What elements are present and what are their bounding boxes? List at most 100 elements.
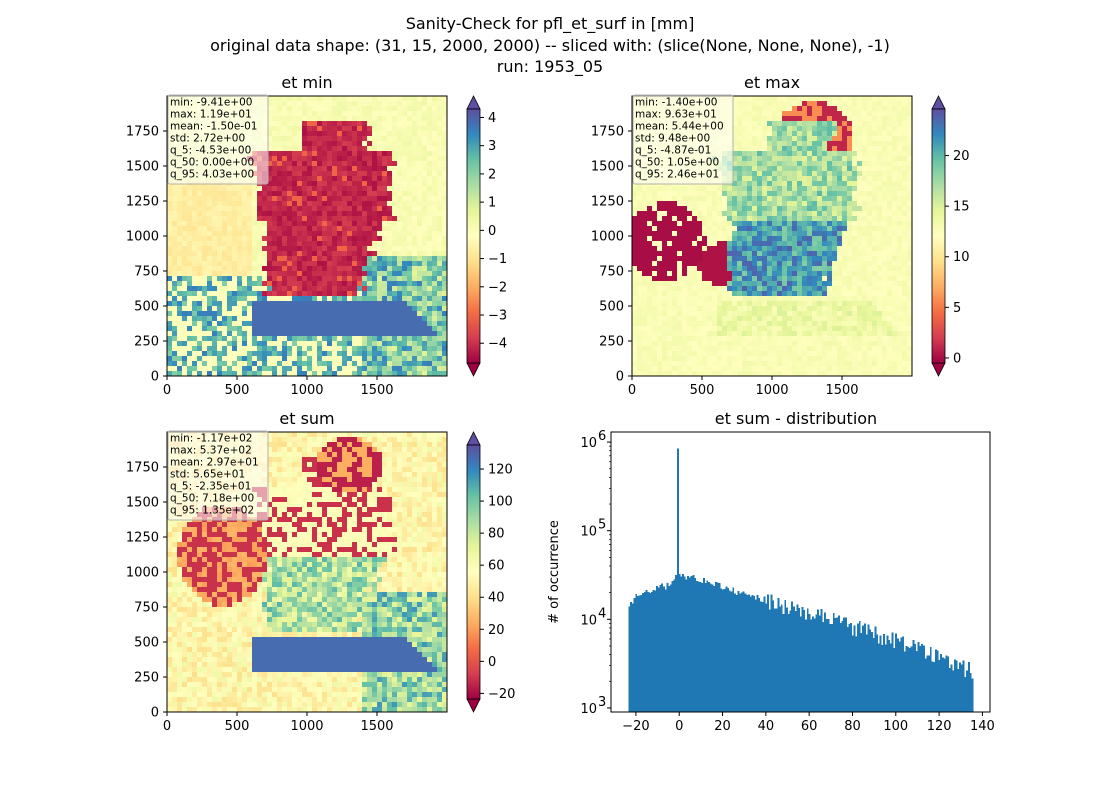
heatmap-cell	[692, 226, 698, 232]
heatmap-cell	[417, 116, 423, 122]
heatmap-cell	[762, 196, 768, 202]
heatmap-cell	[167, 346, 173, 352]
heatmap-cell	[177, 291, 183, 297]
heatmap-cell	[247, 321, 253, 327]
heatmap-cell	[292, 316, 298, 322]
heatmap-cell	[327, 161, 333, 167]
heatmap-cell	[302, 231, 308, 237]
heatmap-cell	[442, 146, 448, 152]
heatmap-cell	[327, 236, 333, 242]
heatmap-cell	[642, 276, 648, 282]
heatmap-cell	[722, 191, 728, 197]
heatmap-cell	[292, 126, 298, 132]
heatmap-cell	[247, 301, 253, 307]
heatmap-cell	[267, 276, 273, 282]
heatmap-cell	[742, 266, 748, 272]
heatmap-cell	[762, 241, 768, 247]
heatmap-cell	[192, 211, 198, 217]
heatmap-cell	[307, 236, 313, 242]
heatmap-cell	[182, 186, 188, 192]
heatmap-cell	[202, 351, 208, 357]
heatmap-cell	[737, 301, 743, 307]
heatmap-cell	[402, 371, 408, 377]
heatmap-cell	[637, 256, 643, 262]
heatmap-cell	[737, 276, 743, 282]
heatmap-cell	[367, 241, 373, 247]
heatmap-cell	[172, 196, 178, 202]
heatmap-cell	[202, 256, 208, 262]
heatmap-cell	[642, 341, 648, 347]
heatmap-cell	[757, 181, 763, 187]
heatmap-cell	[772, 336, 778, 342]
heatmap-cell	[372, 201, 378, 207]
heatmap-cell	[742, 111, 748, 117]
heatmap-cell	[637, 326, 643, 332]
heatmap-cell	[422, 281, 428, 287]
heatmap-cell	[277, 201, 283, 207]
heatmap-cell	[662, 256, 668, 262]
heatmap-cell	[347, 306, 353, 312]
heatmap-cell	[272, 151, 278, 157]
heatmap-cell	[442, 341, 448, 347]
heatmap-cell	[302, 351, 308, 357]
heatmap-cell	[427, 316, 433, 322]
heatmap-cell	[637, 311, 643, 317]
heatmap-cell	[327, 181, 333, 187]
heatmap-cell	[407, 121, 413, 127]
heatmap-cell	[672, 241, 678, 247]
heatmap-cell	[712, 346, 718, 352]
heatmap-cell	[197, 326, 203, 332]
heatmap-cell	[207, 236, 213, 242]
heatmap-cell	[277, 216, 283, 222]
heatmap-cell	[227, 186, 233, 192]
heatmap-cell	[282, 296, 288, 302]
heatmap-cell	[212, 256, 218, 262]
heatmap-cell	[437, 111, 443, 117]
heatmap-cell	[192, 321, 198, 327]
heatmap-cell	[737, 271, 743, 277]
heatmap-cell	[312, 226, 318, 232]
heatmap-cell	[207, 191, 213, 197]
heatmap-cell	[282, 156, 288, 162]
heatmap-cell	[682, 341, 688, 347]
heatmap-cell	[277, 156, 283, 162]
heatmap-cell	[242, 211, 248, 217]
heatmap-cell	[427, 326, 433, 332]
heatmap-cell	[637, 191, 643, 197]
heatmap-cell	[647, 291, 653, 297]
heatmap-cell	[247, 326, 253, 332]
heatmap-cell	[312, 301, 318, 307]
heatmap-cell	[752, 241, 758, 247]
heatmap-cell	[207, 261, 213, 267]
heatmap-cell	[222, 186, 228, 192]
heatmap-cell	[182, 191, 188, 197]
heatmap-cell	[782, 286, 788, 292]
heatmap-cell	[302, 296, 308, 302]
heatmap-cell	[347, 256, 353, 262]
heatmap-cell	[397, 321, 403, 327]
heatmap-cell	[647, 351, 653, 357]
heatmap-cell	[722, 221, 728, 227]
heatmap-cell	[262, 216, 268, 222]
heatmap-cell	[662, 246, 668, 252]
heatmap-cell	[372, 106, 378, 112]
heatmap-cell	[232, 336, 238, 342]
heatmap-cell	[697, 206, 703, 212]
heatmap-cell	[787, 131, 793, 137]
heatmap-cell	[287, 201, 293, 207]
heatmap-cell	[192, 246, 198, 252]
heatmap-cell	[192, 221, 198, 227]
heatmap-cell	[372, 301, 378, 307]
heatmap-cell	[242, 196, 248, 202]
heatmap-cell	[367, 291, 373, 297]
heatmap-cell	[262, 271, 268, 277]
heatmap-cell	[217, 291, 223, 297]
heatmap-cell	[362, 351, 368, 357]
heatmap-cell	[782, 281, 788, 287]
heatmap-cell	[422, 101, 428, 107]
heatmap-cell	[332, 121, 338, 127]
heatmap-cell	[322, 336, 328, 342]
heatmap-cell	[282, 356, 288, 362]
heatmap-cell	[397, 151, 403, 157]
heatmap-cell	[352, 96, 358, 102]
